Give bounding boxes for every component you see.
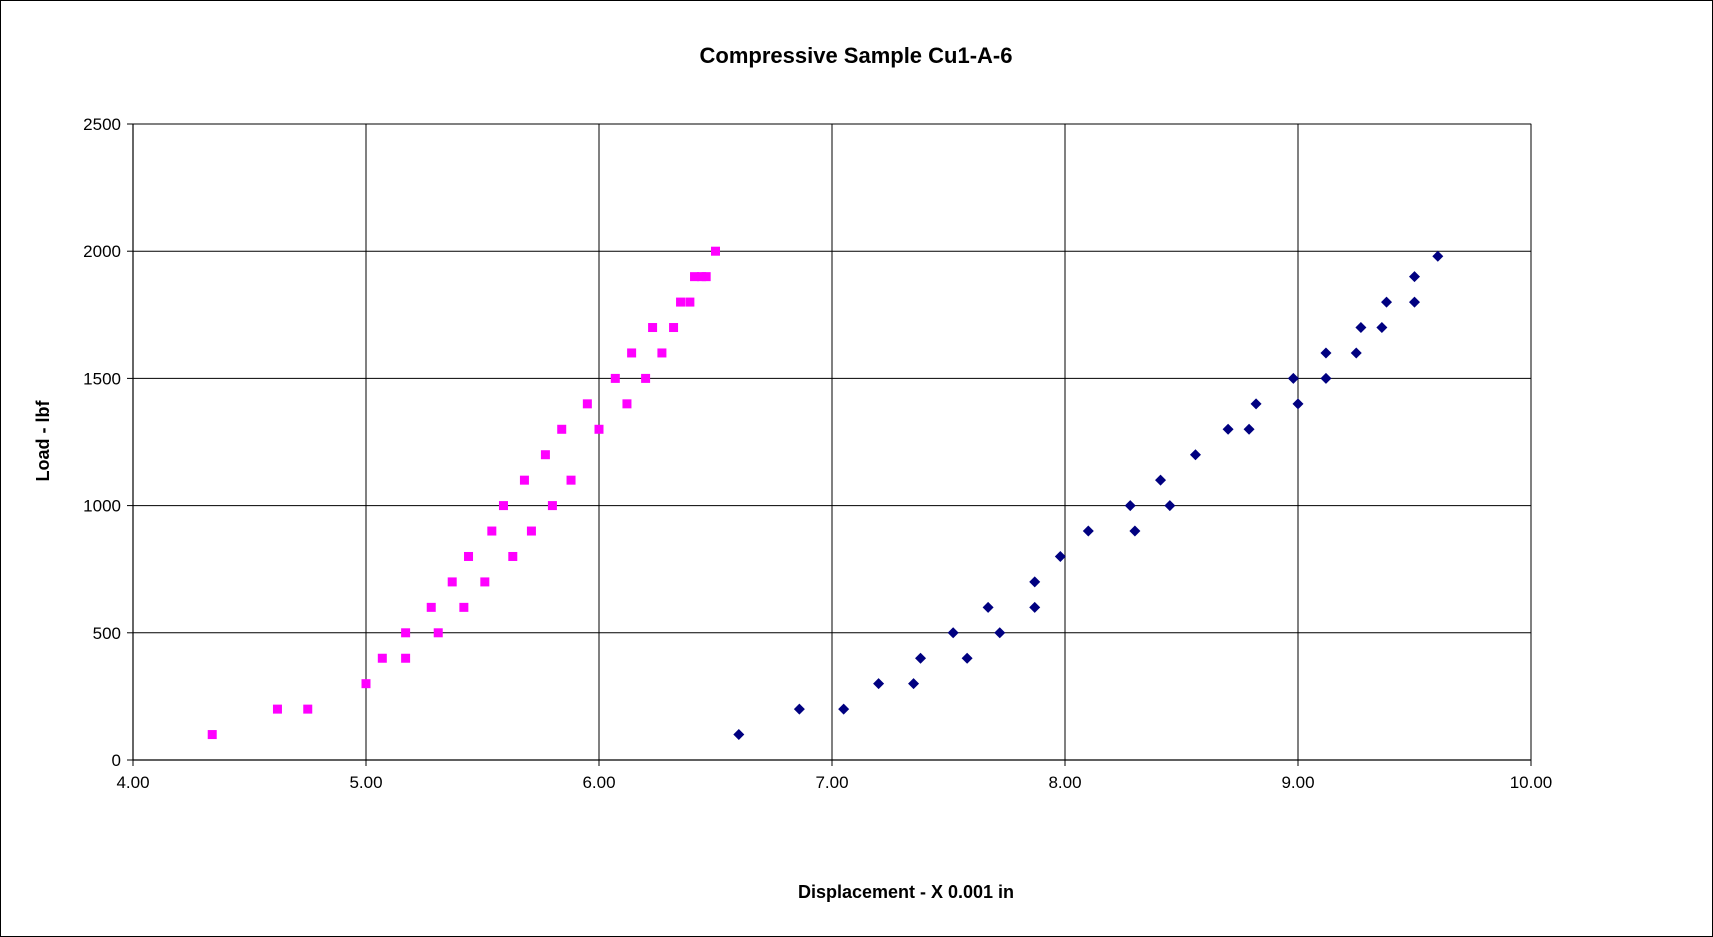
data-point-diamond	[1292, 398, 1304, 410]
data-point-diamond	[1129, 525, 1141, 537]
x-tick-label: 10.00	[1510, 773, 1553, 792]
data-point-square	[566, 475, 576, 485]
data-point-diamond	[961, 652, 973, 664]
data-point-square	[547, 501, 557, 511]
y-tick-label: 0	[112, 751, 121, 770]
y-tick-label: 500	[93, 624, 121, 643]
data-point-square	[610, 373, 620, 383]
data-point-square	[361, 679, 371, 689]
data-point-square	[207, 730, 217, 740]
data-point-square	[480, 577, 490, 587]
data-point-square	[594, 424, 604, 434]
data-point-square	[303, 704, 313, 714]
data-point-diamond	[1287, 372, 1299, 384]
data-point-square	[433, 628, 443, 638]
data-point-diamond	[1029, 601, 1041, 613]
data-point-square	[540, 450, 550, 460]
data-point-diamond	[838, 703, 850, 715]
data-point-diamond	[873, 678, 885, 690]
x-tick-label: 9.00	[1281, 773, 1314, 792]
y-tick-label: 2000	[83, 242, 121, 261]
y-tick-label: 1500	[83, 369, 121, 388]
data-point-diamond	[1350, 347, 1362, 359]
data-point-square	[690, 272, 700, 282]
data-point-square	[401, 628, 411, 638]
data-point-diamond	[915, 652, 927, 664]
data-point-square	[557, 424, 567, 434]
data-point-diamond	[1082, 525, 1094, 537]
data-point-square	[498, 501, 508, 511]
x-tick-label: 5.00	[349, 773, 382, 792]
data-point-square	[487, 526, 497, 536]
chart-title: Compressive Sample Cu1-A-6	[700, 43, 1013, 68]
data-point-square	[464, 551, 474, 561]
data-point-diamond	[1164, 500, 1176, 512]
x-tick-label: 4.00	[116, 773, 149, 792]
data-point-square	[526, 526, 536, 536]
data-point-square	[519, 475, 529, 485]
data-point-diamond	[947, 627, 959, 639]
data-point-diamond	[1409, 271, 1420, 283]
data-point-diamond	[1409, 296, 1420, 308]
data-point-diamond	[1432, 250, 1444, 262]
x-tick-label: 7.00	[815, 773, 848, 792]
data-point-diamond	[1029, 576, 1041, 588]
data-point-square	[447, 577, 457, 587]
y-axis-label: Load - lbf	[33, 400, 53, 482]
data-point-diamond	[1189, 449, 1201, 461]
x-axis-label: Displacement - X 0.001 in	[798, 882, 1014, 902]
data-point-square	[711, 246, 720, 256]
y-tick-label: 2500	[83, 115, 121, 134]
data-point-diamond	[1250, 398, 1262, 410]
data-point-diamond	[1381, 296, 1393, 308]
data-point-diamond	[1320, 372, 1332, 384]
data-point-square	[701, 272, 711, 282]
data-point-diamond	[1124, 500, 1136, 512]
data-point-diamond	[994, 627, 1006, 639]
data-point-square	[401, 653, 411, 663]
data-point-diamond	[1376, 322, 1388, 334]
data-point-square	[459, 602, 469, 612]
data-point-square	[426, 602, 436, 612]
data-point-diamond	[793, 703, 805, 715]
data-point-square	[657, 348, 667, 358]
data-point-square	[648, 323, 658, 333]
data-point-diamond	[1222, 423, 1234, 435]
data-point-square	[697, 272, 707, 282]
data-point-diamond	[1243, 423, 1255, 435]
plot-area: 4.00 5.00 6.00 7.00 8.00 9.00 10.00 0 500 1000 150…	[83, 115, 1552, 792]
data-point-diamond	[908, 678, 920, 690]
data-point-diamond	[733, 729, 745, 741]
data-point-square	[508, 551, 518, 561]
data-point-diamond	[1054, 550, 1066, 562]
data-point-square	[582, 399, 592, 409]
x-tick-label: 8.00	[1048, 773, 1081, 792]
data-point-square	[676, 297, 686, 307]
data-point-square	[622, 399, 632, 409]
data-point-square	[669, 323, 679, 333]
data-point-diamond	[1320, 347, 1332, 359]
data-point-square	[272, 704, 282, 714]
data-point-square	[685, 297, 695, 307]
data-point-diamond	[982, 601, 994, 613]
data-point-square	[627, 348, 637, 358]
data-point-square	[377, 653, 387, 663]
y-tick-label: 1000	[83, 497, 121, 516]
x-tick-label: 6.00	[582, 773, 615, 792]
data-point-diamond	[1355, 322, 1367, 334]
data-point-diamond	[1155, 474, 1167, 486]
data-point-square	[641, 373, 651, 383]
